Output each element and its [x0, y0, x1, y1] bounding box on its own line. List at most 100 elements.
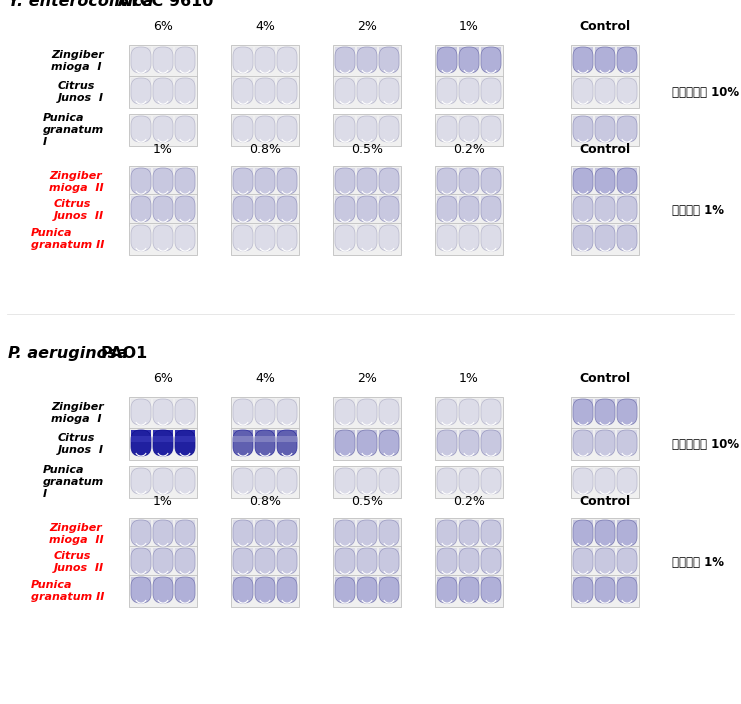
FancyBboxPatch shape [357, 399, 377, 425]
FancyBboxPatch shape [379, 430, 399, 456]
FancyBboxPatch shape [573, 116, 593, 142]
Text: 6%: 6% [153, 20, 173, 33]
Bar [357, 168, 377, 182]
Text: Punica
granatum II: Punica granatum II [30, 580, 104, 602]
FancyBboxPatch shape [277, 548, 297, 574]
Bar [435, 546, 503, 578]
Bar [571, 397, 639, 429]
Bar [153, 168, 173, 182]
Text: PAO1: PAO1 [100, 346, 147, 361]
FancyBboxPatch shape [277, 78, 297, 104]
Bar [481, 430, 501, 444]
Bar [357, 548, 377, 562]
FancyBboxPatch shape [277, 577, 297, 603]
Bar [335, 116, 355, 130]
FancyBboxPatch shape [573, 78, 593, 104]
FancyBboxPatch shape [175, 116, 195, 142]
FancyBboxPatch shape [255, 468, 275, 494]
FancyBboxPatch shape [617, 430, 637, 456]
Text: 0.8%: 0.8% [249, 143, 281, 156]
Bar [617, 78, 637, 92]
Bar [231, 194, 299, 226]
FancyBboxPatch shape [255, 520, 275, 546]
Bar [335, 520, 355, 534]
FancyBboxPatch shape [131, 577, 151, 603]
Bar [277, 468, 297, 482]
Bar [459, 430, 479, 444]
FancyBboxPatch shape [459, 577, 479, 603]
FancyBboxPatch shape [357, 430, 377, 456]
Bar [335, 399, 355, 413]
FancyBboxPatch shape [233, 468, 253, 494]
Text: 비휘발물질 10%: 비휘발물질 10% [672, 437, 739, 451]
FancyBboxPatch shape [437, 577, 457, 603]
Bar [129, 575, 197, 607]
FancyBboxPatch shape [153, 196, 173, 222]
FancyBboxPatch shape [153, 225, 173, 251]
Bar [595, 430, 615, 444]
FancyBboxPatch shape [277, 168, 297, 194]
Bar [233, 47, 253, 61]
Bar [437, 78, 457, 92]
Bar [335, 577, 355, 591]
Bar [129, 518, 197, 550]
Text: Control: Control [579, 143, 631, 156]
Bar [233, 436, 253, 442]
Bar [379, 225, 399, 239]
Bar [617, 520, 637, 534]
Bar [175, 577, 195, 591]
Bar [255, 468, 275, 482]
Bar [437, 548, 457, 562]
Bar [255, 225, 275, 239]
Bar [335, 196, 355, 210]
Bar [277, 430, 297, 444]
Bar [233, 430, 253, 444]
Text: Punica
granatum
I: Punica granatum I [43, 113, 104, 147]
Text: 0.8%: 0.8% [249, 495, 281, 508]
Bar [571, 76, 639, 108]
Bar [617, 548, 637, 562]
Bar [617, 430, 637, 444]
Bar [435, 428, 503, 460]
Bar [175, 430, 195, 444]
FancyBboxPatch shape [277, 196, 297, 222]
Bar [617, 116, 637, 130]
Text: Zingiber
mioga  II: Zingiber mioga II [50, 523, 104, 545]
Bar [255, 78, 275, 92]
Bar [573, 399, 593, 413]
FancyBboxPatch shape [175, 548, 195, 574]
FancyBboxPatch shape [437, 399, 457, 425]
Bar [153, 399, 173, 413]
Bar [333, 76, 401, 108]
Bar [131, 47, 151, 61]
Bar [333, 546, 401, 578]
FancyBboxPatch shape [153, 78, 173, 104]
Bar [175, 520, 195, 534]
FancyBboxPatch shape [175, 47, 195, 73]
FancyBboxPatch shape [335, 225, 355, 251]
Bar [573, 430, 593, 444]
Bar [175, 399, 195, 413]
FancyBboxPatch shape [335, 168, 355, 194]
Bar [231, 76, 299, 108]
FancyBboxPatch shape [617, 520, 637, 546]
Bar [335, 168, 355, 182]
Bar [437, 168, 457, 182]
FancyBboxPatch shape [233, 430, 253, 456]
Bar [335, 430, 355, 444]
Bar [333, 397, 401, 429]
FancyBboxPatch shape [573, 468, 593, 494]
FancyBboxPatch shape [573, 168, 593, 194]
FancyBboxPatch shape [379, 225, 399, 251]
Bar [459, 520, 479, 534]
Bar [435, 575, 503, 607]
FancyBboxPatch shape [595, 225, 615, 251]
Bar [573, 168, 593, 182]
FancyBboxPatch shape [595, 116, 615, 142]
Bar [617, 225, 637, 239]
Bar [231, 166, 299, 198]
Bar [231, 223, 299, 255]
Bar [595, 468, 615, 482]
FancyBboxPatch shape [357, 577, 377, 603]
Bar [437, 47, 457, 61]
